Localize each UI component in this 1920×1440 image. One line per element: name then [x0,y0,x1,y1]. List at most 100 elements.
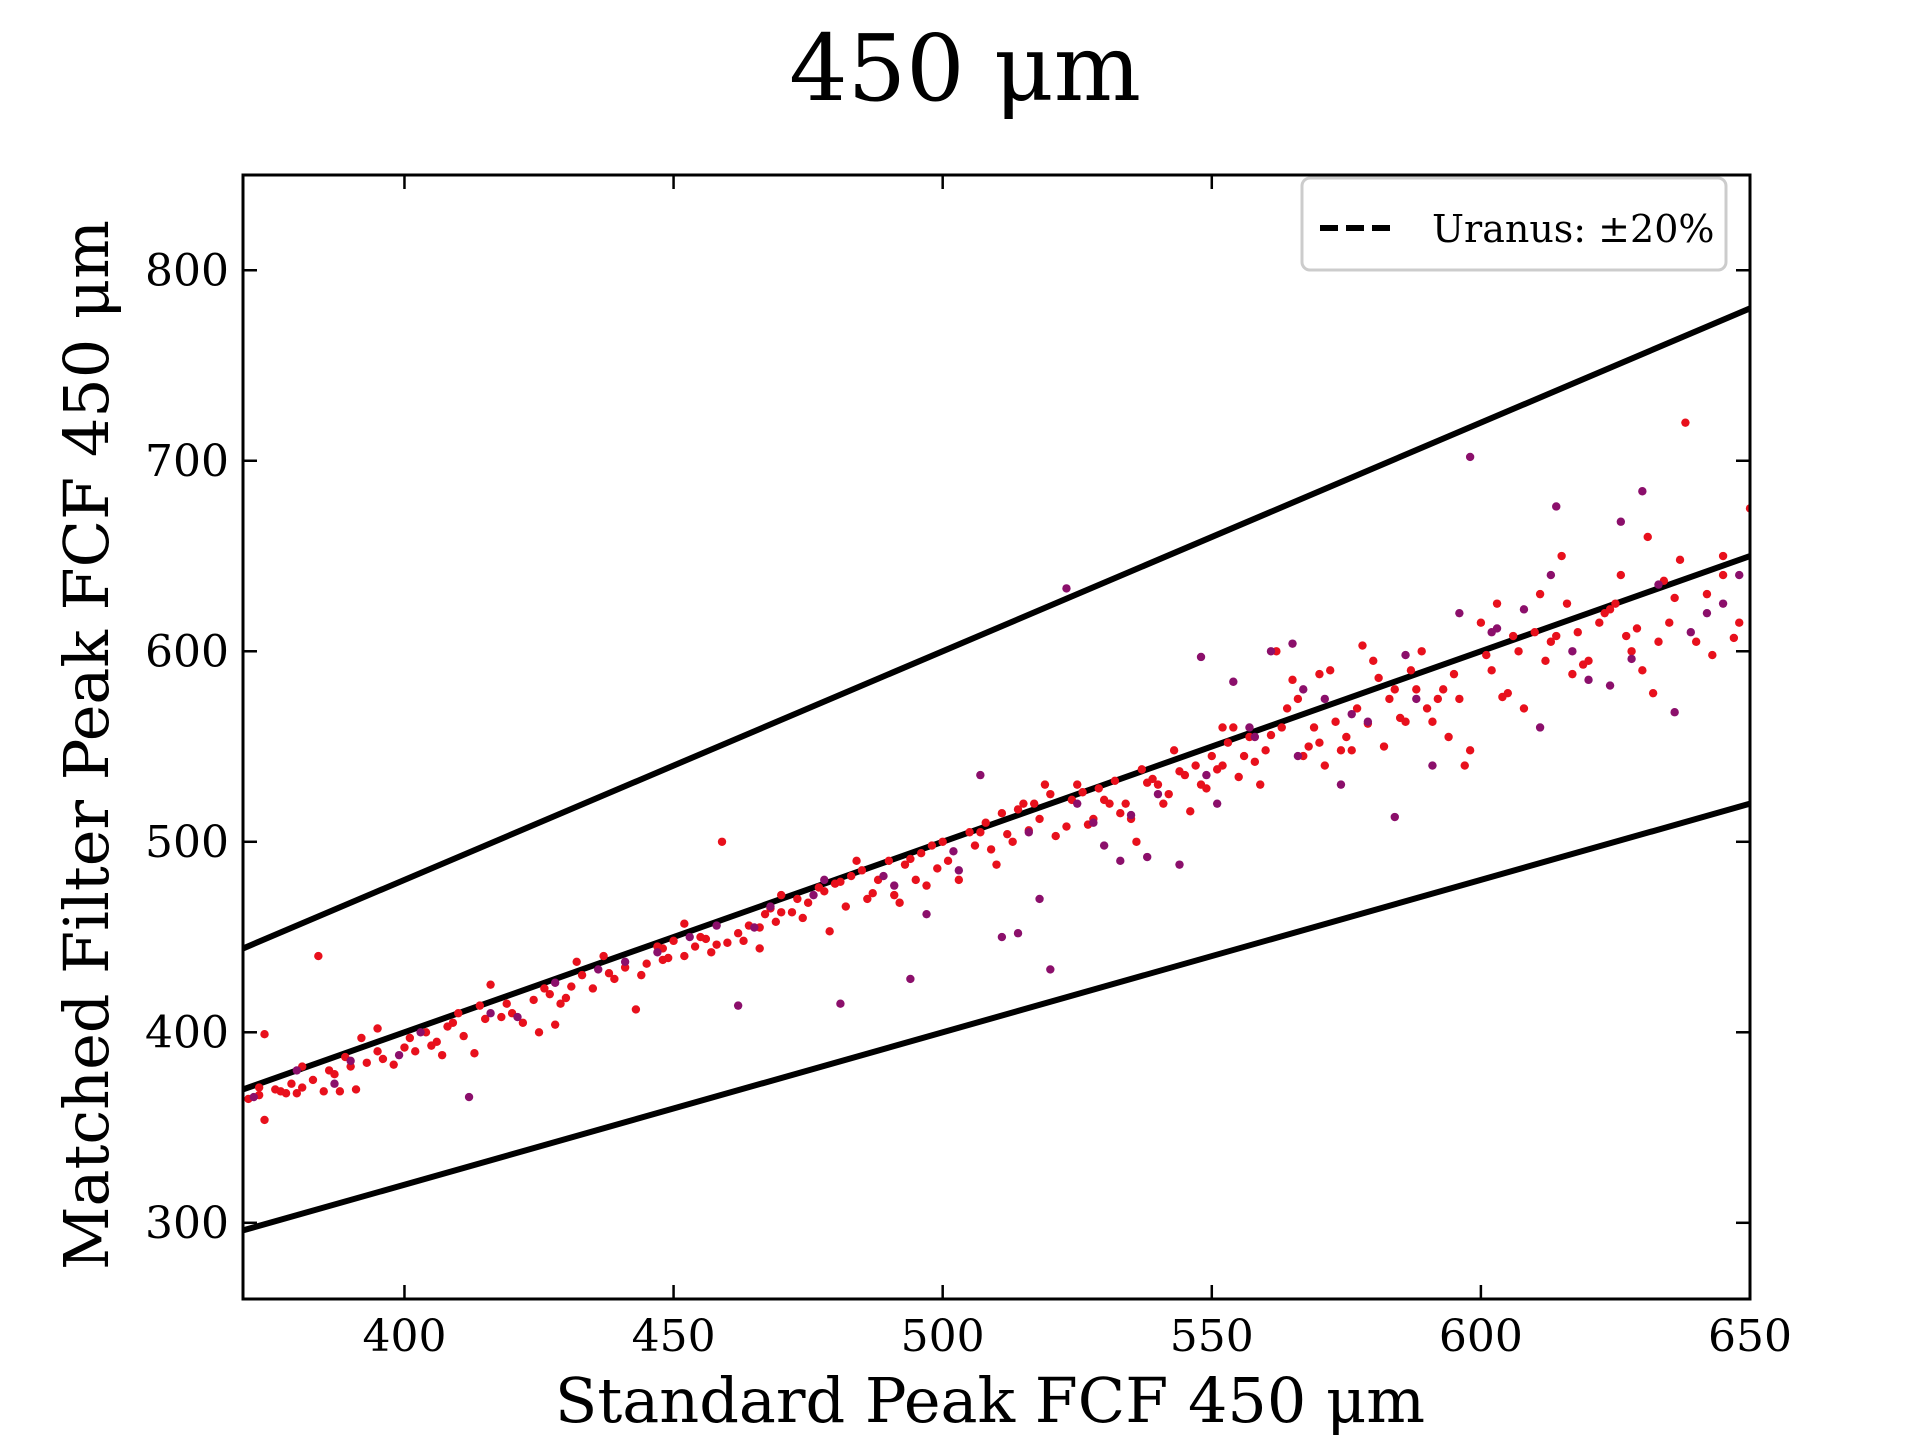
data-point [1573,628,1582,637]
data-point [884,856,894,866]
data-point [954,875,964,885]
data-point [1245,723,1254,732]
data-point [1143,778,1152,787]
data-point [351,1085,361,1094]
data-point [599,951,608,961]
data-point [723,938,732,947]
data-point [1535,723,1545,732]
plot-area [243,305,1750,1234]
data-point [663,953,673,963]
data-point [965,828,974,837]
data-point [1681,418,1690,427]
reference-line-center [243,553,1750,1093]
data-point [502,999,511,1008]
data-point [405,1033,415,1043]
data-point [1239,751,1249,761]
data-point [1121,799,1130,808]
data-point [1390,812,1399,822]
data-point [357,1033,366,1043]
data-point [1487,666,1496,675]
data-points [244,418,1750,1125]
data-point [540,984,549,993]
data-point [1638,487,1647,496]
data-point [292,1089,302,1098]
data-point [1627,647,1636,656]
data-point [1718,570,1728,580]
data-point [373,1047,382,1056]
data-point [890,890,899,900]
data-point [254,1083,264,1092]
data-point [1498,692,1507,702]
data-point [1309,723,1319,732]
data-point [1401,717,1410,726]
data-point [1401,650,1410,660]
data-point [1508,631,1518,641]
data-point [556,999,565,1008]
data-point [943,856,953,866]
data-point [1062,584,1071,593]
data-point [680,919,689,928]
data-point [733,1001,743,1010]
data-point [1632,624,1642,633]
data-point [696,932,705,942]
data-point [1379,742,1389,751]
data-point [411,1047,420,1056]
data-point [1718,599,1728,608]
data-point [680,951,689,961]
data-point [287,1079,296,1088]
x-tick-label: 450 [632,1311,716,1362]
data-point [1153,780,1163,789]
data-point [1729,633,1739,643]
y-tick-label: 400 [145,1007,229,1058]
data-point [690,942,700,951]
data-point [1143,852,1152,862]
data-point [852,856,861,866]
data-point [1250,757,1260,766]
data-point [1019,799,1028,808]
data-point [631,1005,641,1014]
data-point [594,965,603,974]
axis-tick-labels: 400 450 500 550 600 650 300 400 500 600 700 800 [145,245,1792,1362]
data-point [825,927,834,936]
data-point [464,1092,474,1102]
data-point [1229,677,1238,686]
data-point [486,1009,495,1018]
data-point [1137,765,1147,774]
data-point [1482,650,1491,660]
data-point [1191,761,1200,770]
data-point [1643,532,1652,542]
data-point [1293,751,1303,761]
data-point [976,770,985,780]
data-point [863,894,872,904]
data-point [1293,694,1303,704]
data-point [1164,789,1173,799]
data-point [314,951,323,961]
data-point [777,890,786,900]
data-point [981,818,990,827]
y-tick-label: 700 [145,436,229,487]
data-point [1702,608,1712,618]
data-point [1363,717,1373,726]
data-point [1013,805,1023,814]
y-axis-label: Matched Filter Peak FCF 450 μm [50,220,123,1270]
data-point [249,1092,258,1102]
data-point [820,875,829,885]
data-point [1099,795,1109,805]
data-point [1718,551,1728,561]
chart-title: 450 μm [789,15,1141,122]
data-point [518,1018,528,1027]
data-point [1492,599,1502,608]
data-point [604,969,614,978]
data-point [1455,694,1464,704]
data-point [1568,669,1577,679]
data-point [1169,746,1179,755]
data-point [529,995,538,1005]
data-point [1175,767,1184,776]
data-point [895,898,904,907]
data-point [707,948,716,957]
data-point [1412,694,1421,704]
data-point [1562,599,1572,608]
data-point [1358,641,1367,650]
data-point [717,837,727,846]
